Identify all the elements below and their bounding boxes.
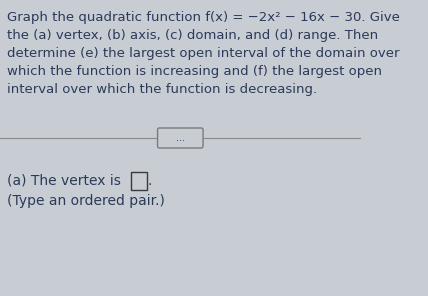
Text: (Type an ordered pair.): (Type an ordered pair.) xyxy=(7,194,165,208)
Text: which the function is increasing and (f) the largest open: which the function is increasing and (f)… xyxy=(7,65,382,78)
Text: Graph the quadratic function f(x) = −2x² − 16x − 30. Give: Graph the quadratic function f(x) = −2x²… xyxy=(7,11,400,24)
FancyBboxPatch shape xyxy=(131,172,147,190)
FancyBboxPatch shape xyxy=(158,128,203,148)
Text: determine (e) the largest open interval of the domain over: determine (e) the largest open interval … xyxy=(7,47,399,60)
Text: .: . xyxy=(148,174,152,188)
Text: (a) The vertex is: (a) The vertex is xyxy=(7,174,121,188)
Text: interval over which the function is decreasing.: interval over which the function is decr… xyxy=(7,83,317,96)
Text: ...: ... xyxy=(176,133,185,143)
Text: the (a) vertex, (b) axis, (c) domain, and (d) range. Then: the (a) vertex, (b) axis, (c) domain, an… xyxy=(7,29,378,42)
